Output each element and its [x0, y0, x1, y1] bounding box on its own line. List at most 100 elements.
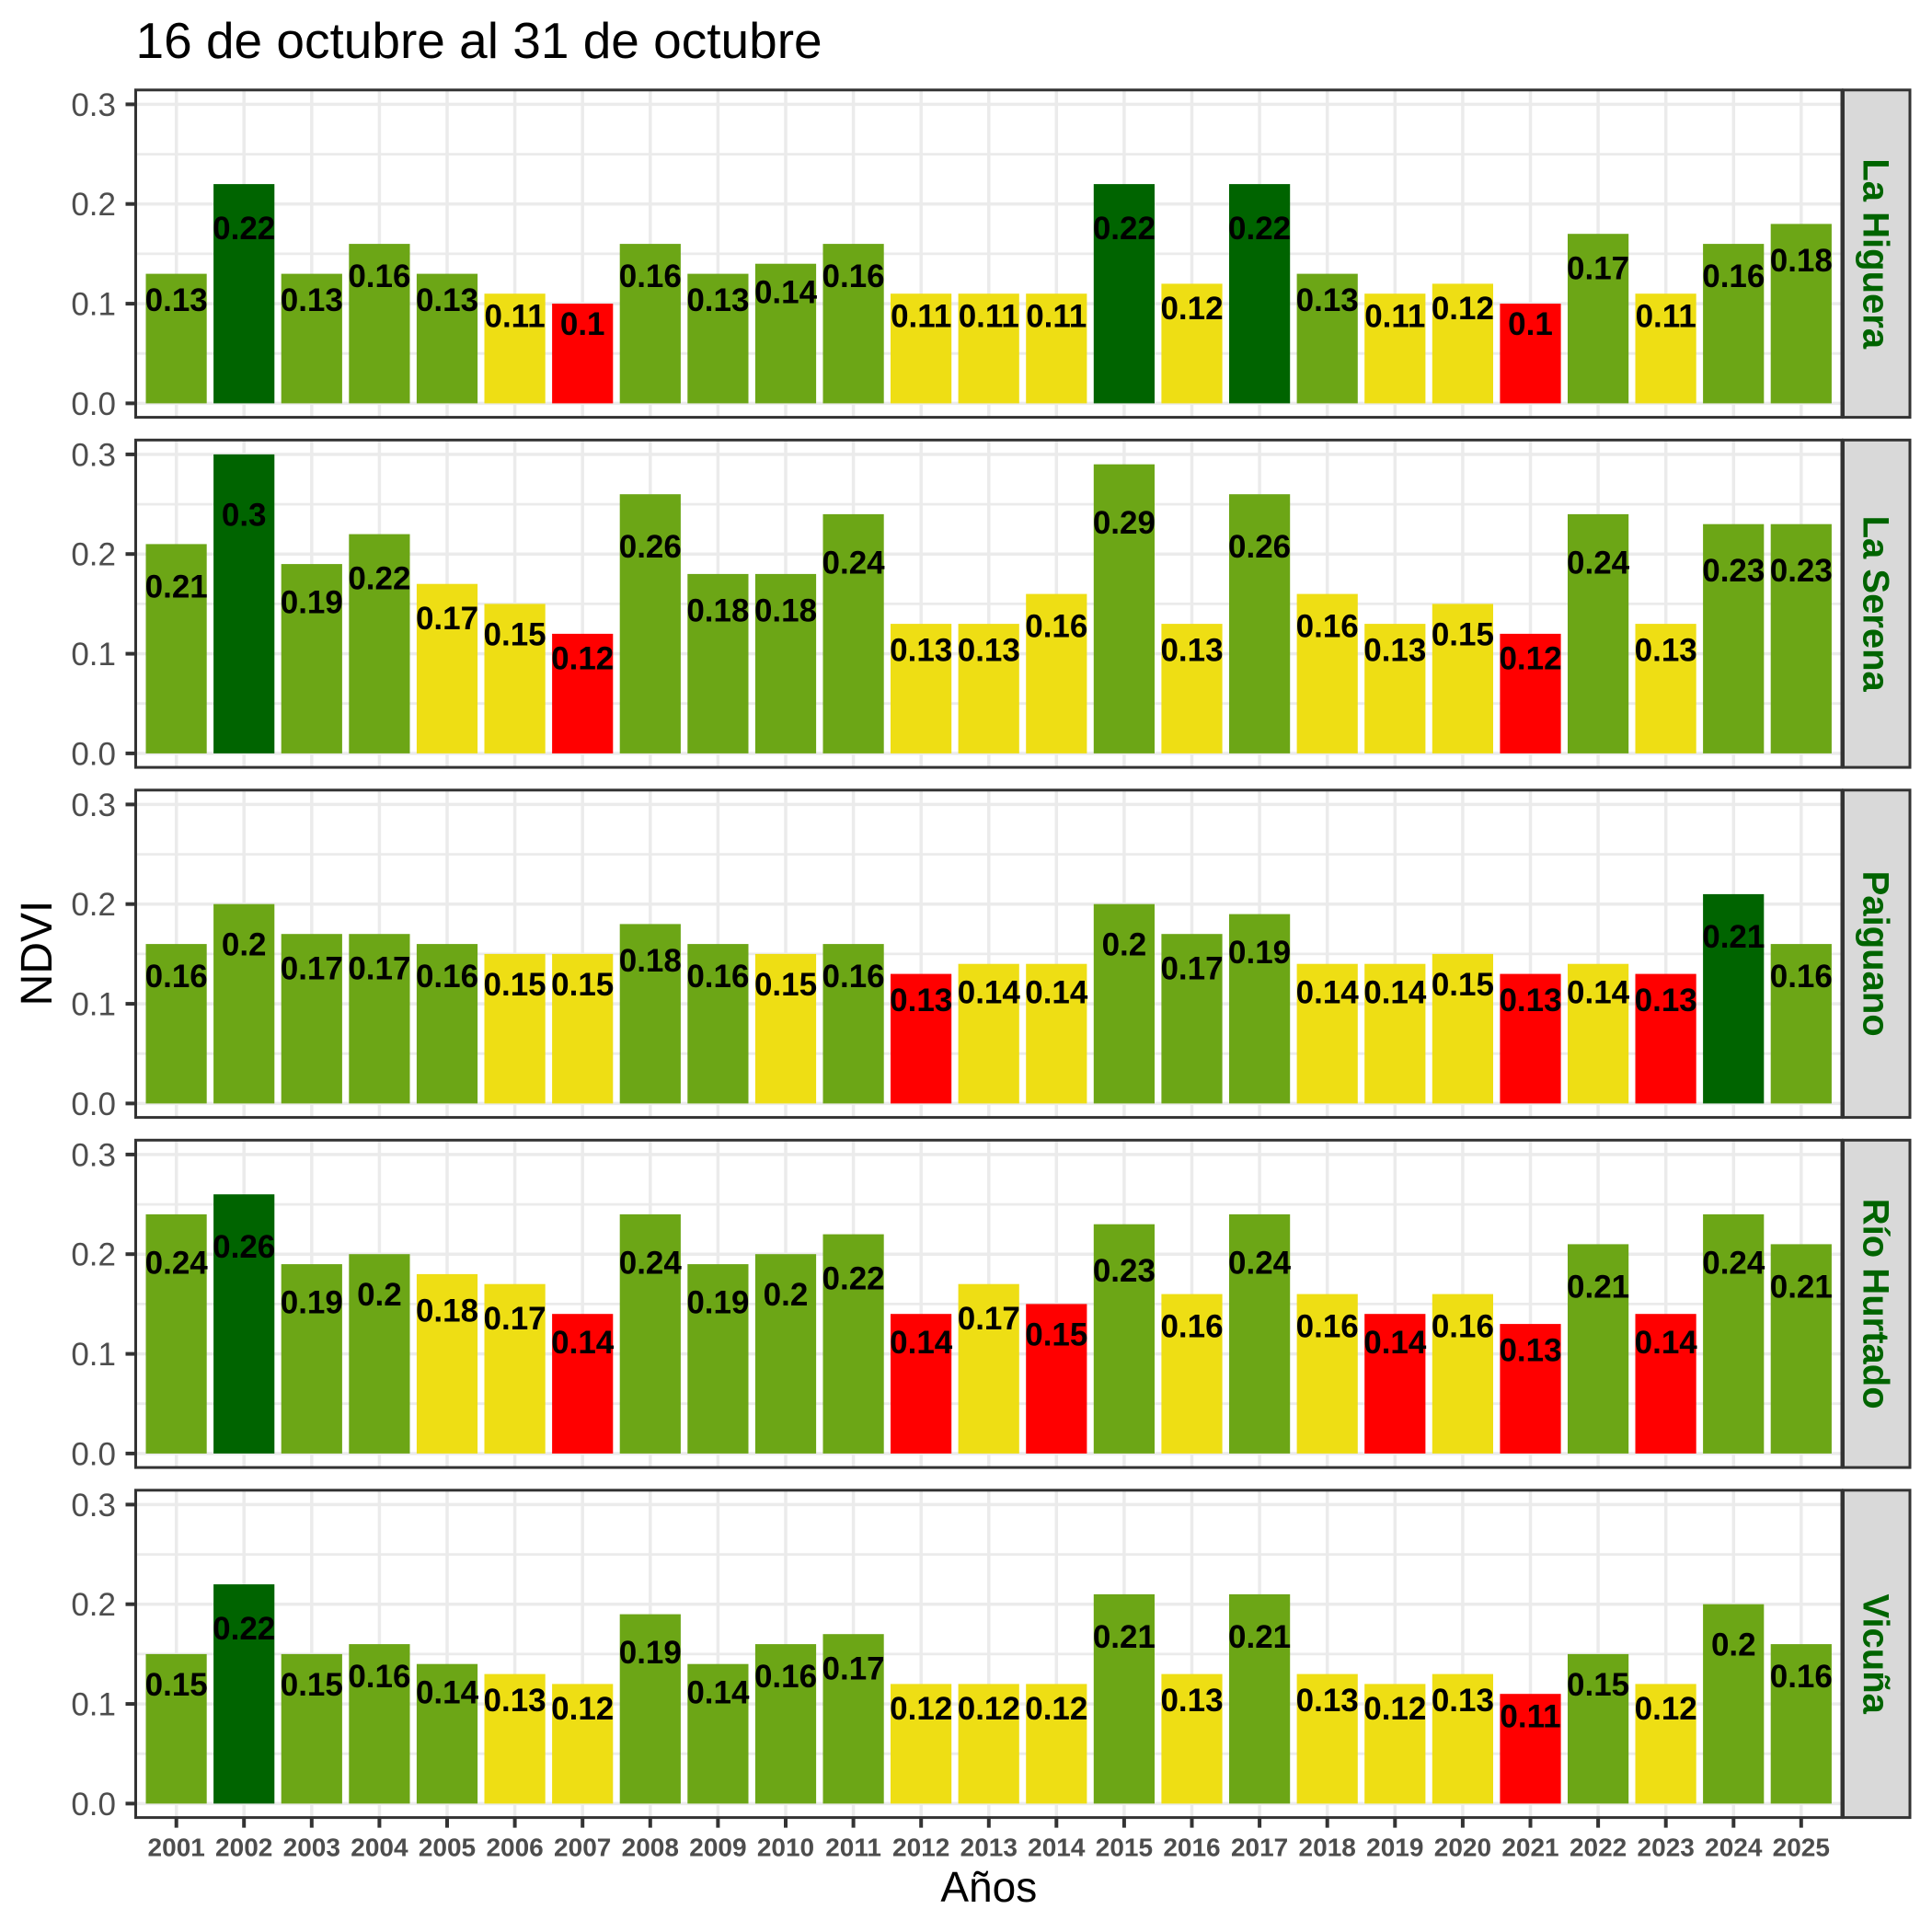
svg-text:0.21: 0.21 [1093, 1619, 1156, 1655]
svg-text:0.12: 0.12 [1160, 291, 1223, 327]
svg-text:0.3: 0.3 [222, 497, 267, 533]
svg-text:0.11: 0.11 [1500, 1699, 1560, 1735]
svg-text:2010: 2010 [757, 1834, 814, 1862]
svg-text:0.12: 0.12 [958, 1691, 1020, 1727]
svg-text:0.22: 0.22 [1093, 211, 1156, 247]
svg-text:La Serena: La Serena [1855, 516, 1895, 693]
svg-text:0.13: 0.13 [1432, 1683, 1494, 1719]
svg-text:0.22: 0.22 [348, 561, 410, 597]
svg-text:0.26: 0.26 [213, 1229, 275, 1265]
svg-text:0.16: 0.16 [1160, 1309, 1223, 1345]
svg-text:0.18: 0.18 [416, 1293, 478, 1328]
svg-text:0.21: 0.21 [1770, 1269, 1833, 1305]
svg-text:0.16: 0.16 [822, 259, 885, 294]
svg-text:2002: 2002 [215, 1834, 272, 1862]
svg-text:0.13: 0.13 [1160, 633, 1223, 669]
svg-text:2005: 2005 [419, 1834, 476, 1862]
svg-text:0.22: 0.22 [213, 1611, 275, 1647]
svg-text:0.15: 0.15 [551, 967, 614, 1003]
svg-text:0.2: 0.2 [71, 887, 116, 923]
svg-text:0.13: 0.13 [1160, 1683, 1223, 1719]
svg-text:0.1: 0.1 [71, 1687, 116, 1723]
svg-text:2001: 2001 [148, 1834, 205, 1862]
svg-text:0.3: 0.3 [71, 1488, 116, 1524]
svg-text:2025: 2025 [1773, 1834, 1830, 1862]
svg-text:2012: 2012 [892, 1834, 949, 1862]
svg-text:0.14: 0.14 [958, 975, 1021, 1011]
svg-text:0.2: 0.2 [222, 927, 267, 963]
svg-text:0.16: 0.16 [1296, 609, 1359, 645]
svg-text:0.21: 0.21 [145, 569, 208, 604]
svg-text:NDVI: NDVI [13, 901, 62, 1006]
svg-text:0.18: 0.18 [686, 592, 749, 628]
svg-text:0.16: 0.16 [1770, 959, 1833, 995]
svg-text:0.15: 0.15 [754, 967, 817, 1003]
svg-text:0.1: 0.1 [1508, 306, 1553, 342]
svg-text:0.0: 0.0 [71, 1436, 116, 1472]
svg-text:0.18: 0.18 [619, 943, 682, 979]
svg-text:0.14: 0.14 [551, 1325, 615, 1361]
svg-text:0.2: 0.2 [764, 1277, 809, 1313]
svg-text:0.16: 0.16 [145, 959, 208, 995]
svg-text:0.16: 0.16 [1770, 1659, 1833, 1695]
svg-text:2020: 2020 [1434, 1834, 1491, 1862]
svg-text:0.18: 0.18 [754, 592, 817, 628]
svg-text:0.17: 0.17 [484, 1301, 546, 1337]
svg-text:Paiguano: Paiguano [1855, 871, 1895, 1037]
svg-text:0.22: 0.22 [213, 211, 275, 247]
svg-text:2021: 2021 [1501, 1834, 1558, 1862]
svg-text:0.15: 0.15 [281, 1667, 343, 1703]
svg-text:0.15: 0.15 [1567, 1667, 1629, 1703]
svg-text:0.13: 0.13 [686, 282, 749, 318]
svg-text:0.16: 0.16 [1025, 609, 1087, 645]
svg-text:0.16: 0.16 [686, 959, 749, 995]
svg-text:0.26: 0.26 [1228, 529, 1291, 565]
svg-text:Años: Años [940, 1863, 1037, 1911]
svg-text:0.14: 0.14 [890, 1325, 953, 1361]
svg-text:0.2: 0.2 [1102, 927, 1147, 963]
svg-text:2023: 2023 [1638, 1834, 1695, 1862]
svg-text:0.12: 0.12 [890, 1691, 952, 1727]
svg-text:0.2: 0.2 [71, 537, 116, 573]
svg-text:2013: 2013 [960, 1834, 1018, 1862]
svg-text:0.13: 0.13 [281, 282, 343, 318]
svg-text:2024: 2024 [1705, 1834, 1763, 1862]
svg-text:0.19: 0.19 [281, 585, 343, 621]
svg-text:0.17: 0.17 [348, 951, 410, 987]
svg-text:0.0: 0.0 [71, 1087, 116, 1122]
svg-text:0.16: 0.16 [348, 259, 410, 294]
svg-text:0.24: 0.24 [619, 1245, 683, 1281]
svg-text:0.22: 0.22 [822, 1261, 885, 1297]
svg-text:0.29: 0.29 [1093, 505, 1156, 541]
svg-text:0.17: 0.17 [822, 1651, 885, 1687]
svg-text:0.19: 0.19 [619, 1635, 682, 1671]
svg-text:0.24: 0.24 [822, 545, 886, 581]
svg-text:0.12: 0.12 [551, 1691, 614, 1727]
svg-text:0.24: 0.24 [145, 1245, 209, 1281]
svg-text:0.2: 0.2 [357, 1277, 402, 1313]
svg-text:0.13: 0.13 [145, 282, 208, 318]
svg-text:0.19: 0.19 [281, 1285, 343, 1321]
svg-text:0.13: 0.13 [1499, 1333, 1561, 1369]
svg-text:0.3: 0.3 [71, 87, 116, 123]
svg-text:0.12: 0.12 [1432, 291, 1494, 327]
svg-text:0.11: 0.11 [484, 299, 545, 335]
svg-text:Río Hurtado: Río Hurtado [1855, 1199, 1895, 1409]
svg-text:La Higuera: La Higuera [1855, 158, 1895, 349]
svg-text:0.14: 0.14 [1635, 1325, 1698, 1361]
svg-text:2019: 2019 [1366, 1834, 1423, 1862]
svg-text:2018: 2018 [1299, 1834, 1356, 1862]
svg-text:0.0: 0.0 [71, 386, 116, 422]
svg-text:0.13: 0.13 [1296, 1683, 1359, 1719]
svg-text:0.26: 0.26 [619, 529, 682, 565]
svg-text:0.0: 0.0 [71, 736, 116, 772]
svg-text:0.3: 0.3 [71, 1137, 116, 1173]
svg-text:16 de octubre al 31 de octubre: 16 de octubre al 31 de octubre [136, 12, 822, 69]
svg-text:2006: 2006 [486, 1834, 543, 1862]
svg-text:0.1: 0.1 [560, 306, 605, 342]
svg-text:0.11: 0.11 [1636, 299, 1696, 335]
svg-text:0.23: 0.23 [1770, 553, 1833, 589]
svg-text:0.13: 0.13 [1296, 282, 1359, 318]
svg-text:0.11: 0.11 [1026, 299, 1087, 335]
svg-text:0.14: 0.14 [1363, 1325, 1427, 1361]
